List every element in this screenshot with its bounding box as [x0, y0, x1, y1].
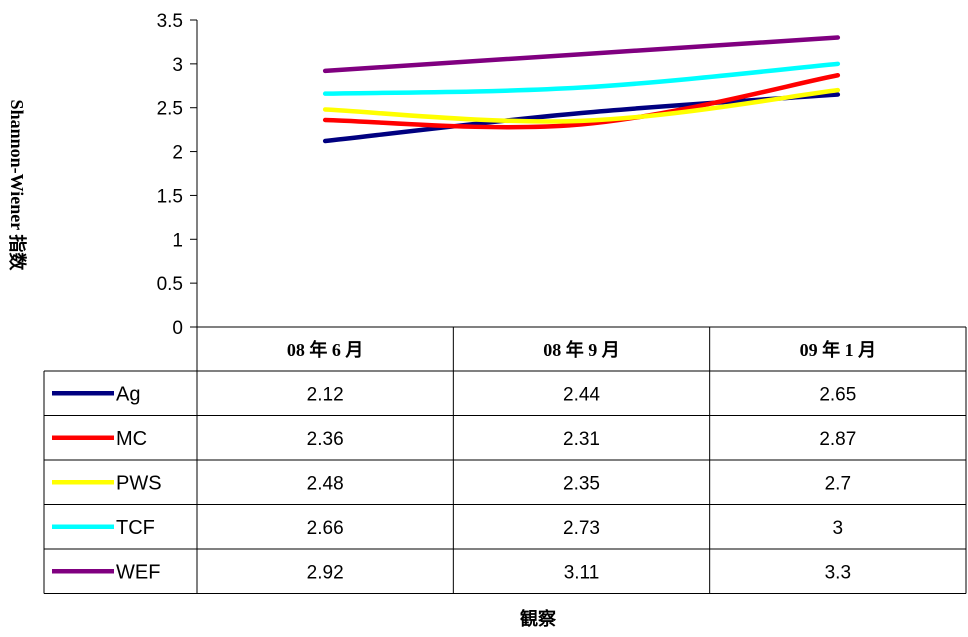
data-cell-value: 3.11 — [564, 562, 600, 583]
legend-label: TCF — [116, 517, 155, 539]
legend-label: MC — [116, 428, 147, 450]
y-tick-label: 0 — [172, 318, 183, 339]
data-cell-value: 3 — [833, 518, 844, 539]
series-line-mc — [322, 73, 841, 130]
data-cell-value: 3.3 — [825, 562, 851, 583]
x-category-label: 08 年 6 月 — [287, 339, 364, 360]
x-category-label: 08 年 9 月 — [543, 339, 620, 360]
data-cell-value: 2.92 — [307, 562, 344, 583]
series-line-pws — [322, 87, 841, 124]
data-cell-value: 2.35 — [563, 473, 600, 494]
y-tick-label: 2.5 — [157, 99, 183, 120]
data-cell-value: 2.73 — [563, 518, 600, 539]
data-cell-value: 2.44 — [563, 384, 600, 405]
data-cell-value: 2.36 — [307, 429, 344, 450]
y-tick-label: 3 — [172, 55, 183, 76]
data-cell-value: 2.7 — [825, 473, 851, 494]
y-tick-label: 3.5 — [157, 11, 183, 32]
series-line-wef — [322, 35, 841, 74]
y-tick-label: 0.5 — [157, 274, 183, 295]
legend-label: Ag — [116, 383, 140, 405]
x-category-label: 09 年 1 月 — [800, 339, 877, 360]
data-cell-value: 2.12 — [307, 384, 344, 405]
y-tick-label: 2 — [172, 143, 183, 164]
y-tick-label: 1 — [172, 230, 183, 251]
x-axis-title: 観察 — [520, 609, 556, 630]
series-line-tcf — [322, 61, 841, 96]
data-cell-value: 2.31 — [563, 429, 600, 450]
data-cell-value: 2.87 — [819, 429, 856, 450]
data-cell-value: 2.65 — [819, 384, 856, 405]
data-cell-value: 2.66 — [307, 518, 344, 539]
legend-label: PWS — [116, 472, 162, 494]
legend-label: WEF — [116, 561, 160, 583]
y-tick-label: 1.5 — [157, 186, 183, 207]
data-cell-value: 2.48 — [307, 473, 344, 494]
